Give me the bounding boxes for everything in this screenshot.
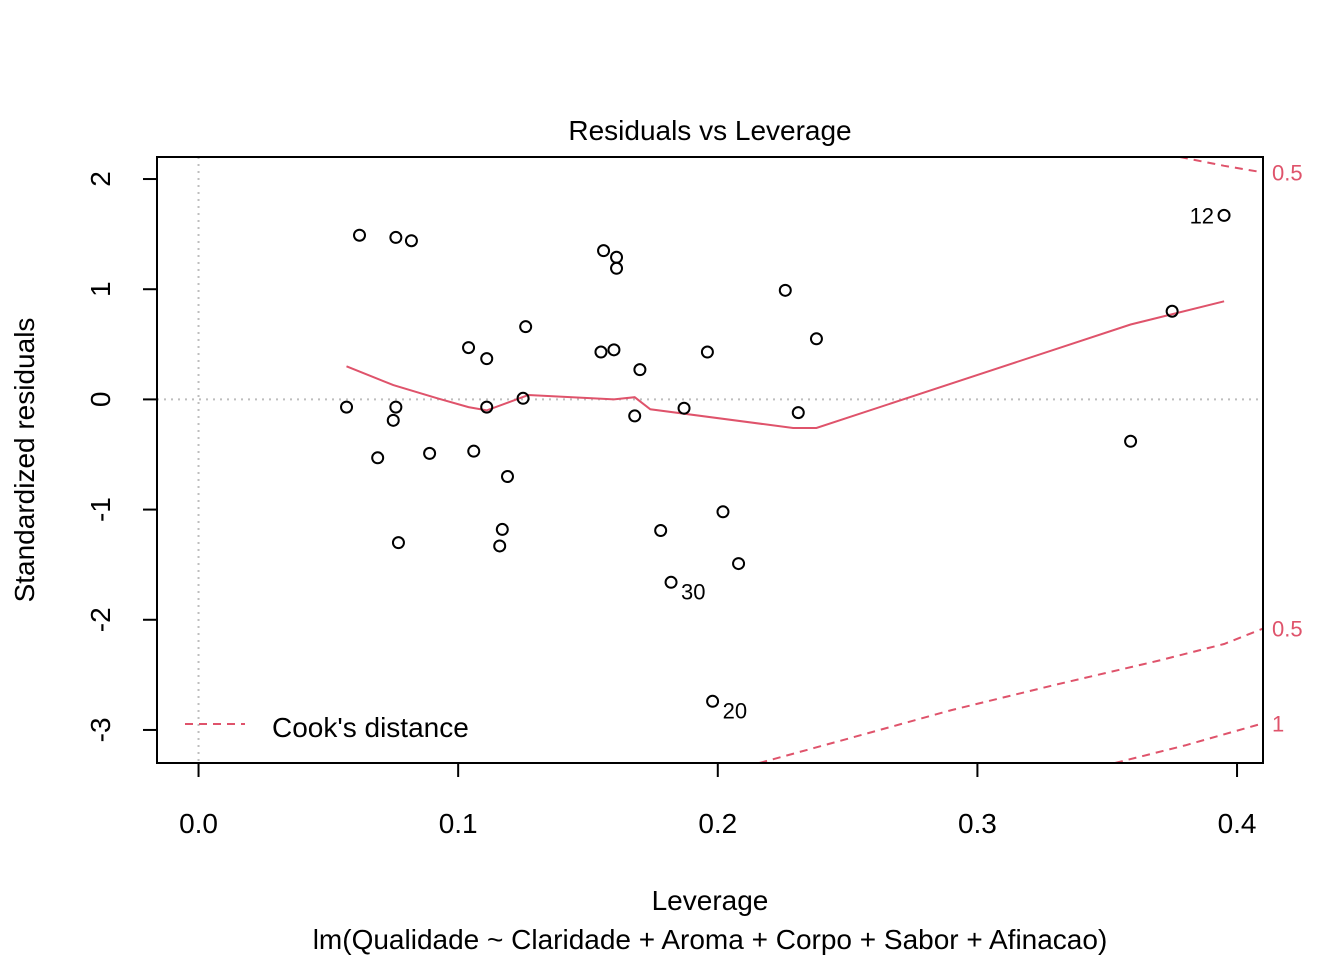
data-point	[480, 400, 494, 414]
data-point	[389, 400, 403, 414]
data-points: 12 30 20	[340, 203, 1231, 723]
point-label: 20	[723, 698, 747, 723]
plot-frame	[156, 156, 1264, 764]
data-point	[607, 343, 621, 357]
legend: Cook's distance	[185, 712, 469, 743]
y-tick-label: -1	[85, 497, 116, 522]
data-point	[706, 694, 720, 708]
x-tick-label: 0.2	[698, 808, 737, 839]
data-point	[423, 446, 437, 460]
x-tick-label: 0.1	[439, 808, 478, 839]
data-point	[480, 352, 494, 366]
data-point	[391, 536, 405, 550]
cooks-curve-2	[1114, 722, 1263, 763]
data-point	[353, 228, 367, 242]
data-point	[493, 539, 507, 553]
data-point	[462, 341, 476, 355]
data-point	[791, 406, 805, 420]
cooks-contour-label: 1	[1272, 711, 1284, 736]
chart-title: Residuals vs Leverage	[568, 115, 851, 146]
data-point	[628, 409, 642, 423]
data-point	[716, 505, 730, 519]
chart-subtitle: lm(Qualidade ~ Claridade + Aroma + Corpo…	[313, 924, 1108, 955]
y-tick-label: -3	[85, 717, 116, 742]
legend-label: Cook's distance	[272, 712, 469, 743]
smooth-line-group	[346, 300, 1225, 429]
data-point	[633, 363, 647, 377]
data-point	[677, 401, 691, 415]
x-tick-label: 0.0	[179, 808, 218, 839]
data-point	[340, 400, 354, 414]
cooks-contour-labels: 0.5 0.5 1	[1272, 160, 1303, 736]
data-point	[516, 391, 530, 405]
data-point	[389, 230, 403, 244]
data-point	[610, 250, 624, 264]
data-point	[597, 244, 611, 258]
cooks-contour-label: 0.5	[1272, 617, 1303, 642]
data-point	[519, 320, 533, 334]
data-point	[404, 234, 418, 248]
smooth-line	[346, 300, 1225, 429]
cooks-distance-curves	[759, 157, 1263, 763]
point-label: 30	[681, 579, 705, 604]
reference-lines	[157, 157, 1263, 763]
y-tick-label: 1	[85, 281, 116, 297]
y-tick-label: 2	[85, 171, 116, 187]
y-axis-title: Standardized residuals	[9, 318, 40, 603]
x-axis-title: Leverage	[652, 885, 769, 916]
data-point	[371, 451, 385, 465]
data-point	[732, 557, 746, 571]
data-point	[654, 524, 668, 538]
data-point	[1124, 434, 1138, 448]
x-tick-label: 0.3	[958, 808, 997, 839]
data-point	[809, 332, 823, 346]
data-point	[594, 345, 608, 359]
x-tick-label: 0.4	[1218, 808, 1257, 839]
data-point	[1165, 304, 1179, 318]
cooks-curve-0	[1179, 157, 1263, 174]
cooks-contour-label: 0.5	[1272, 160, 1303, 185]
point-label: 12	[1190, 203, 1214, 228]
y-tick-label: -2	[85, 607, 116, 632]
cooks-curve-1	[759, 627, 1263, 763]
data-point	[610, 261, 624, 275]
data-point	[495, 522, 509, 536]
data-point	[467, 444, 481, 458]
data-point	[664, 575, 678, 589]
data-point	[700, 345, 714, 359]
axes: 0.0 0.1 0.2 0.3 0.4 2 1 0 -1 -2 -3	[85, 171, 1257, 839]
data-point	[386, 413, 400, 427]
data-point	[500, 470, 514, 484]
data-point	[1217, 208, 1231, 222]
data-point	[778, 283, 792, 297]
y-tick-label: 0	[85, 392, 116, 408]
